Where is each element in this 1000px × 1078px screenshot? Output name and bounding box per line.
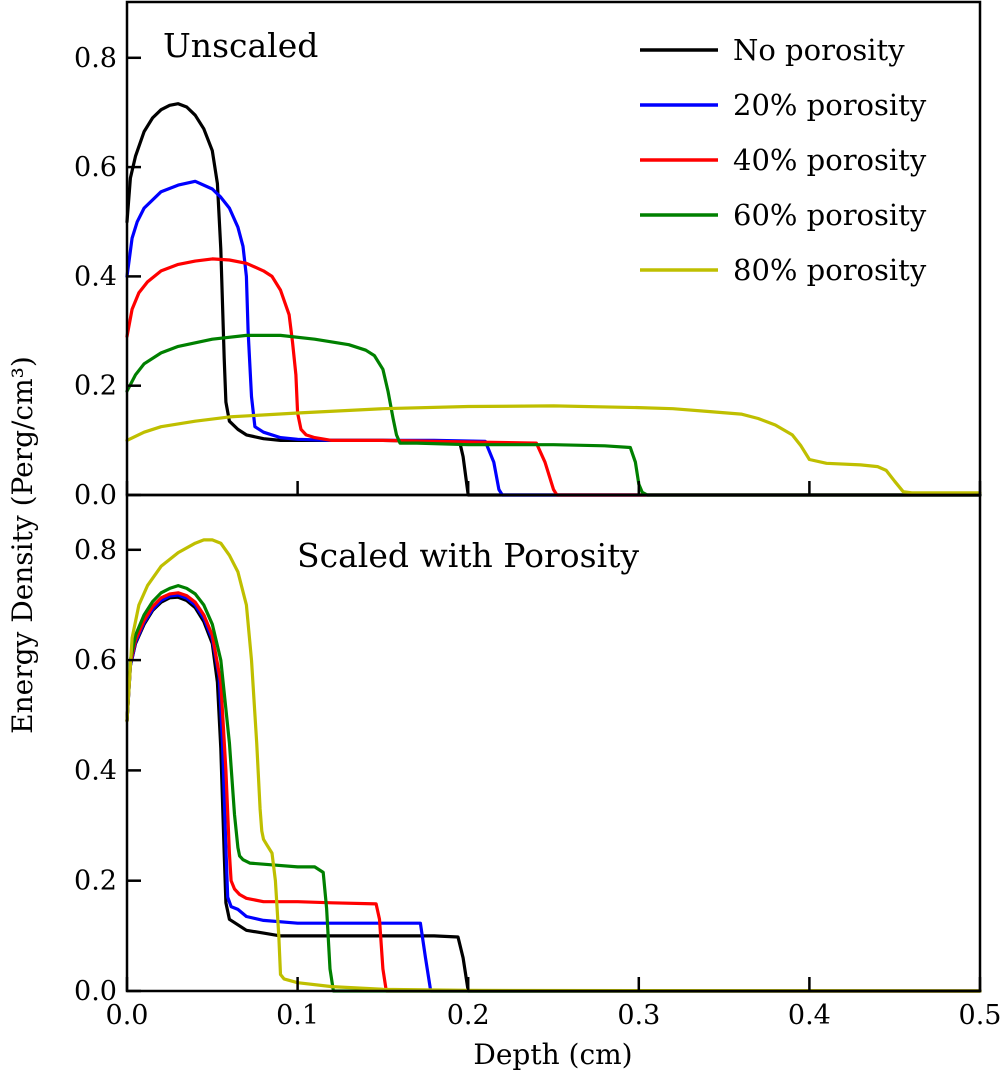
series-line-60-porosity: [125, 333, 982, 497]
y-tick-label: 0.2: [74, 371, 117, 402]
series-line-no-porosity: [125, 595, 982, 993]
series-line-80-porosity: [125, 404, 982, 495]
x-tick-label: 0.1: [276, 1000, 319, 1031]
legend-label: 80% porosity: [733, 253, 927, 287]
y-tick-label: 0.0: [74, 976, 117, 1007]
y-tick-label: 0.8: [74, 43, 117, 74]
x-tick-label: 0.2: [447, 1000, 490, 1031]
legend-item: No porosity: [640, 33, 905, 67]
x-tick-label: 0.0: [106, 1000, 149, 1031]
series-line-80-porosity: [125, 538, 982, 993]
series-layer-bottom: [125, 538, 982, 993]
series-line-20-porosity: [125, 593, 982, 993]
series-line-20-porosity: [125, 179, 982, 497]
legend-item: 80% porosity: [640, 253, 927, 287]
legend: No porosity 20% porosity 40% porosity 60% p…: [640, 33, 927, 287]
y-axis-title: Energy Density (Perg/cm³): [6, 356, 39, 734]
x-tick-label: 0.3: [617, 1000, 660, 1031]
y-tick-label: 0.6: [74, 645, 117, 676]
y-tick-label: 0.2: [74, 866, 117, 897]
panel-unscaled: 0.0 0.2 0.4 0.6 0.8 Unscaled No porosity 20% …: [74, 26, 982, 511]
ticks-top: 0.0 0.2 0.4 0.6 0.8: [74, 43, 982, 511]
series-layer-top: [125, 102, 982, 497]
legend-item: 40% porosity: [640, 143, 927, 177]
legend-label: 40% porosity: [733, 143, 927, 177]
series-line-60-porosity: [125, 584, 982, 993]
series-line-40-porosity: [125, 257, 982, 497]
y-tick-label: 0.6: [74, 152, 117, 183]
panel-title-unscaled: Unscaled: [163, 26, 318, 65]
legend-label: 20% porosity: [733, 88, 927, 122]
y-tick-label: 0.4: [74, 261, 117, 292]
frame-bottom: [125, 493, 982, 993]
y-tick-label: 0.4: [74, 755, 117, 786]
y-tick-label: 0.0: [74, 480, 117, 511]
x-axis-title: Depth (cm): [473, 1038, 632, 1071]
panel-title-scaled: Scaled with Porosity: [297, 536, 639, 575]
ticks-bottom: 0.0 0.1 0.2 0.3 0.4 0.5 0.0 0.2 0.4 0.6 0.8: [74, 535, 1000, 1031]
legend-item: 60% porosity: [640, 198, 927, 232]
legend-item: 20% porosity: [640, 88, 927, 122]
x-tick-label: 0.4: [788, 1000, 831, 1031]
x-tick-label: 0.5: [959, 1000, 1000, 1031]
panel-scaled: 0.0 0.1 0.2 0.3 0.4 0.5 0.0 0.2 0.4 0.6 0.8 Scaled…: [74, 535, 1000, 1031]
legend-label: No porosity: [733, 33, 905, 67]
series-line-40-porosity: [125, 591, 982, 993]
y-tick-label: 0.8: [74, 535, 117, 566]
legend-label: 60% porosity: [733, 198, 927, 232]
